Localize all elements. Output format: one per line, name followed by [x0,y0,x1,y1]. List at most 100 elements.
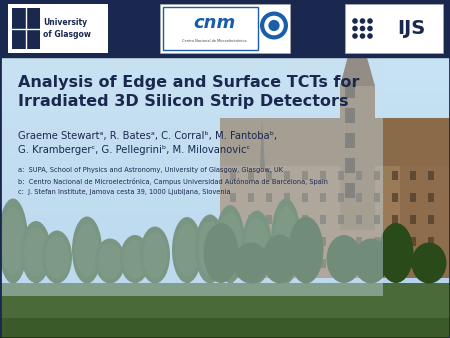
Bar [345,158,355,173]
Bar [345,108,355,123]
Bar [338,237,344,246]
Bar [230,171,236,180]
Bar [8,4,108,53]
Bar [320,259,326,268]
Text: Analysis of Edge and Surface TCTs for
Irradiated 3D Silicon Strip Detectors: Analysis of Edge and Surface TCTs for Ir… [18,75,360,108]
Bar [428,171,434,180]
Ellipse shape [148,233,172,277]
Bar [36,263,41,283]
Text: Graeme Stewartᵃ, R. Batesᵃ, C. Corralᵇ, M. Fantobaᵇ,
G. Krambergerᶜ, G. Pellegri: Graeme Stewartᵃ, R. Batesᵃ, C. Corralᵇ, … [18,131,277,155]
Ellipse shape [320,241,356,284]
Bar [0,0,450,57]
Bar [220,166,450,278]
Bar [163,7,258,50]
Ellipse shape [74,215,104,284]
Bar [338,215,344,224]
Ellipse shape [45,217,75,283]
Text: cnm: cnm [194,14,236,32]
Bar [356,215,362,224]
Bar [410,215,416,224]
Ellipse shape [170,201,200,283]
Bar [392,193,398,202]
Ellipse shape [220,198,250,284]
Bar [230,259,236,268]
Bar [410,237,416,246]
Bar [302,259,308,268]
Bar [230,193,236,202]
Bar [58,263,63,283]
Bar [392,259,398,268]
Bar [10,263,15,283]
Bar [400,166,450,278]
Ellipse shape [410,229,445,283]
Bar [266,171,272,180]
Bar [284,237,290,246]
Bar [230,237,236,246]
Circle shape [360,26,365,31]
Ellipse shape [0,220,27,284]
Ellipse shape [26,224,50,276]
Bar [374,237,380,246]
Bar [345,83,355,98]
Ellipse shape [94,236,118,278]
Circle shape [367,26,373,31]
Ellipse shape [207,242,242,284]
Bar [87,263,92,283]
Bar [128,263,133,283]
Bar [374,259,380,268]
Text: University
of Glasgow: University of Glasgow [43,19,91,39]
Bar [284,259,290,268]
Bar [392,171,398,180]
Bar [320,193,326,202]
Bar [302,193,308,202]
Ellipse shape [244,218,268,276]
Circle shape [360,18,365,24]
Bar [183,263,188,283]
Circle shape [352,18,358,24]
Bar [158,263,163,283]
Bar [12,8,40,49]
Ellipse shape [384,235,419,284]
Text: b:  Centro Nacional de Microelectrónica, Campus Universidad Autónoma de Barcelon: b: Centro Nacional de Microelectrónica, … [18,178,328,185]
Bar [0,283,450,338]
Ellipse shape [266,243,302,283]
Bar [302,237,308,246]
Bar [248,259,254,268]
Bar [338,171,344,180]
Bar [248,215,254,224]
Circle shape [367,18,373,24]
Ellipse shape [115,204,145,284]
Bar [356,259,362,268]
Bar [284,215,290,224]
Ellipse shape [223,207,247,275]
Bar [410,171,416,180]
Bar [345,183,355,198]
Bar [233,263,238,283]
Bar [0,318,450,338]
Ellipse shape [197,208,221,274]
Bar [320,215,326,224]
Bar [230,215,236,224]
Circle shape [264,16,284,35]
Bar [320,237,326,246]
Ellipse shape [173,209,197,275]
Ellipse shape [145,227,175,283]
Ellipse shape [292,215,328,284]
Bar [248,237,254,246]
Ellipse shape [23,217,53,283]
Bar [284,263,289,283]
Bar [284,193,290,202]
Bar [266,259,272,268]
Circle shape [260,11,288,40]
Bar [374,215,380,224]
Ellipse shape [228,224,262,284]
Bar [428,193,434,202]
Bar [392,215,398,224]
Bar [284,171,290,180]
Bar [338,259,344,268]
Bar [410,259,416,268]
Bar [428,237,434,246]
Bar [266,193,272,202]
Ellipse shape [118,212,142,275]
Ellipse shape [77,221,101,276]
